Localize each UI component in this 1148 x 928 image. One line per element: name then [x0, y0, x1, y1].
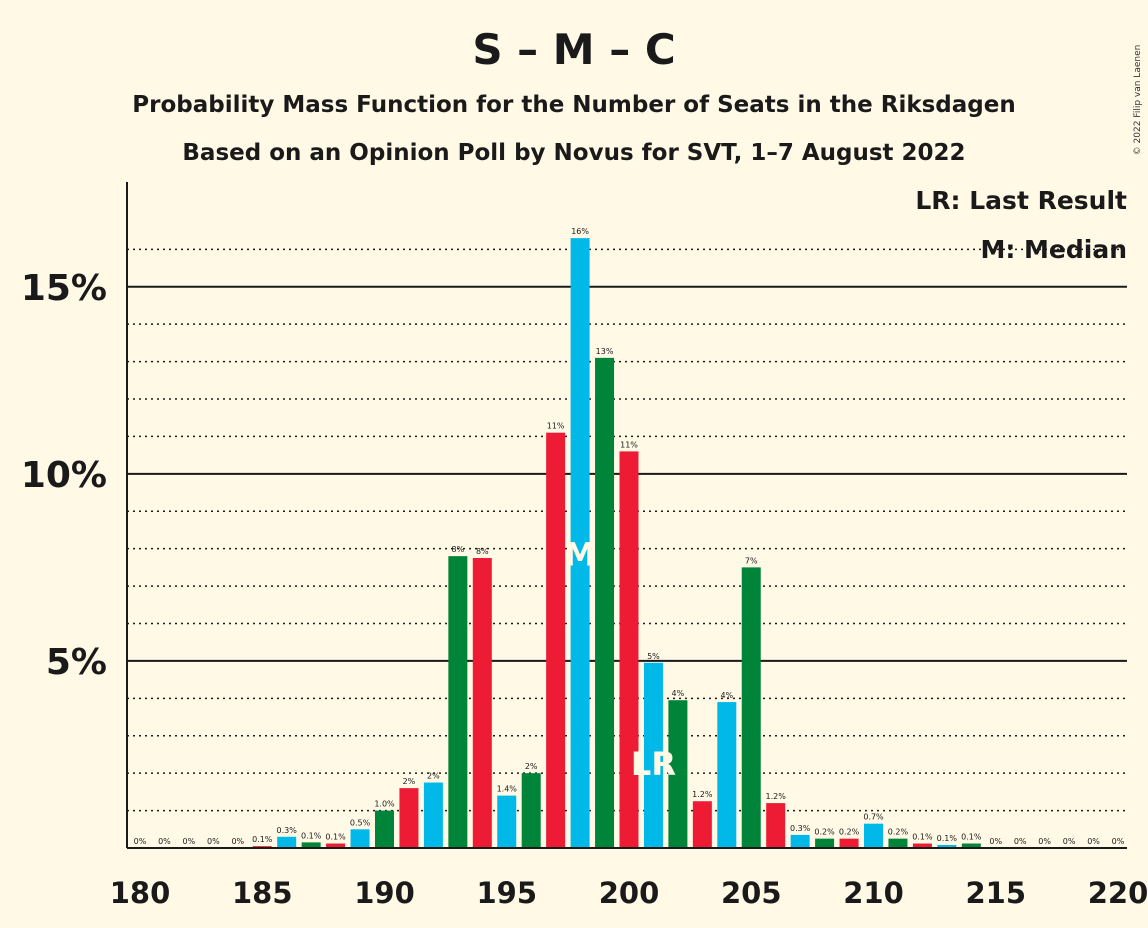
bar-labels-group: 0% 0% 0% 0% 0% 0.1%0.3%0.1% 0.1%0.5%1.0%2%2%8%… [134, 227, 1125, 846]
bar-seat-186 [277, 836, 297, 848]
x-tick-label: 185 [232, 876, 293, 910]
bar-seat-208 [815, 838, 835, 848]
bar-label-seat-213: 0.1% [937, 834, 958, 843]
bar-seat-206 [766, 803, 786, 848]
x-tick-label: 195 [476, 876, 537, 910]
chart-subtitle-2: Based on an Opinion Poll by Novus for SV… [182, 140, 965, 166]
bar-label-seat-181: 0% [158, 837, 171, 846]
bar-seat-200 [619, 451, 639, 848]
bar-seat-191 [399, 788, 419, 848]
legend-last-result: LR: Last Result [915, 186, 1127, 215]
bar-label-seat-205: 7% [745, 556, 758, 565]
bar-label-seat-210: 0.7% [863, 813, 884, 822]
bar-seat-196 [521, 773, 541, 848]
bar-label-seat-183: 0% [207, 837, 220, 846]
legend-median: M: Median [980, 235, 1127, 264]
bar-label-seat-196: 2% [525, 762, 538, 771]
bar-label-seat-220: 0% [1112, 837, 1125, 846]
bar-label-seat-193: 8% [451, 545, 464, 554]
bar-label-seat-199: 13% [596, 347, 614, 356]
bar-seat-203 [692, 801, 712, 848]
chart-subtitle-1: Probability Mass Function for the Number… [132, 92, 1015, 118]
bar-seat-209 [839, 838, 859, 848]
bar-label-seat-189: 0.5% [350, 818, 371, 827]
bar-label-seat-186: 0.3% [277, 826, 298, 835]
bar-label-seat-191: 2% [403, 777, 416, 786]
bar-seat-214 [961, 843, 981, 848]
bar-seat-192 [423, 782, 443, 848]
axes-group: 5% 10% 15% 180 185 190 195 200 205 210 215 220 [21, 182, 1148, 910]
bar-seat-198 [570, 238, 590, 848]
bar-label-seat-195: 1.4% [497, 785, 518, 794]
bar-label-seat-190: 1.0% [374, 800, 395, 809]
bar-label-seat-180: 0% [134, 837, 147, 846]
copyright-note: © 2022 Filip van Laenen [1133, 45, 1143, 156]
bar-label-seat-219: 0% [1087, 837, 1100, 846]
bar-label-seat-204: 4% [720, 691, 733, 700]
x-tick-label: 220 [1088, 876, 1148, 910]
bar-seat-197 [546, 432, 566, 848]
bar-label-seat-184: 0% [231, 837, 244, 846]
bar-seat-195 [497, 795, 517, 848]
bar-seat-201 [643, 662, 663, 848]
chart-title: S – M – C [472, 25, 675, 74]
median-marker: M [564, 536, 596, 574]
bar-label-seat-206: 1.2% [766, 792, 787, 801]
bar-label-seat-185: 0.1% [252, 835, 273, 844]
markers-group: M LR [564, 536, 676, 784]
x-tick-label: 200 [599, 876, 660, 910]
bar-seat-194 [472, 558, 492, 848]
bar-label-seat-194: 8% [476, 547, 489, 556]
x-tick-label: 215 [965, 876, 1026, 910]
bar-seat-207 [790, 834, 810, 848]
bar-label-seat-217: 0% [1038, 837, 1051, 846]
bar-seat-190 [375, 810, 394, 848]
x-tick-label: 180 [110, 876, 171, 910]
x-tick-label: 205 [721, 876, 782, 910]
bar-label-seat-197: 11% [547, 422, 565, 431]
bar-label-seat-212: 0.1% [912, 833, 933, 842]
bar-label-seat-216: 0% [1014, 837, 1027, 846]
bar-label-seat-207: 0.3% [790, 824, 811, 833]
bar-label-seat-202: 4% [672, 689, 685, 698]
bar-label-seat-187: 0.1% [301, 831, 322, 840]
bar-label-seat-203: 1.2% [692, 790, 713, 799]
bar-seat-189 [350, 829, 370, 848]
bar-label-seat-218: 0% [1063, 837, 1076, 846]
bar-seat-211 [888, 838, 908, 848]
bar-label-seat-211: 0.2% [888, 828, 909, 837]
bar-label-seat-198: 16% [571, 227, 589, 236]
x-tick-label: 190 [354, 876, 415, 910]
bar-seat-188 [326, 843, 346, 848]
y-tick-label: 15% [21, 268, 107, 309]
bar-seat-193 [448, 556, 468, 848]
bar-label-seat-200: 11% [620, 440, 638, 449]
bar-label-seat-182: 0% [183, 837, 196, 846]
bar-label-seat-215: 0% [989, 837, 1002, 846]
bar-label-seat-192: 2% [427, 772, 440, 781]
bar-seat-213 [937, 845, 957, 848]
x-tick-label: 210 [843, 876, 904, 910]
last-result-marker: LR [631, 745, 676, 783]
y-tick-label: 5% [46, 642, 107, 683]
bar-label-seat-209: 0.2% [839, 828, 860, 837]
bar-seat-187 [301, 842, 321, 848]
bar-seat-205 [741, 567, 761, 848]
bar-seat-202 [668, 700, 688, 848]
bars-group [252, 238, 981, 848]
bar-seat-210 [864, 823, 883, 848]
bar-seat-204 [717, 702, 737, 848]
bar-seat-212 [912, 843, 932, 848]
y-tick-label: 10% [21, 455, 107, 496]
bar-seat-199 [595, 357, 615, 848]
bar-label-seat-201: 5% [647, 652, 660, 661]
bar-label-seat-208: 0.2% [814, 828, 835, 837]
bar-label-seat-188: 0.1% [325, 833, 346, 842]
bar-label-seat-214: 0.1% [961, 833, 982, 842]
